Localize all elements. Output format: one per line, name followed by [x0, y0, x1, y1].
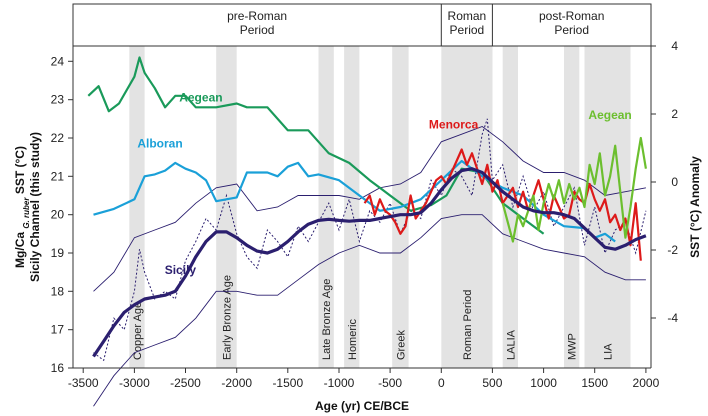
y-left-axis-title: Mg/Ca G. ruber SST (°C) Sicily Channel (… [13, 132, 42, 282]
interval-label-lalia: LALIA [505, 329, 517, 360]
shaded-interval-lalia [502, 46, 518, 368]
interval-label-lia: LIA [603, 343, 615, 360]
period-header-box [72, 3, 652, 47]
shaded-interval-roman-period [441, 46, 493, 368]
series-line-aegean-3 [501, 136, 647, 243]
x-tick-label-1: -3000 [119, 376, 150, 390]
y-right-axis-ticks: -4 -2 0 2 4 [651, 39, 678, 325]
y-right-tick-label-4: 4 [671, 39, 678, 53]
interval-label-roman-period: Roman Period [462, 290, 474, 360]
y-right-tick-label-1: -2 [667, 243, 678, 257]
x-tick-label-2: -2500 [170, 376, 201, 390]
y-left-tick-label-6: 22 [51, 131, 65, 145]
period-label-2-line-1: Period [554, 23, 589, 37]
sicily-envelope [93, 125, 646, 407]
series-label-aegean-3: Aegean [588, 108, 631, 122]
series-label-aegean-0: Aegean [179, 91, 222, 105]
y-left-tick-label-2: 18 [51, 284, 65, 298]
envelope-lower-line [93, 214, 646, 407]
interval-label-greek: Greek [395, 330, 407, 360]
x-tick-label-8: 500 [482, 376, 502, 390]
y-right-tick-label-3: 2 [671, 107, 678, 121]
x-tick-label-11: 2000 [633, 376, 660, 390]
y-left-title-subscript: G. ruber [22, 197, 31, 229]
series-lines [87, 56, 647, 358]
interval-label-late-bronze-age: Late Bronze Age [321, 279, 333, 360]
series-label-alboran-1: Alboran [137, 137, 182, 151]
x-tick-label-5: -1000 [324, 376, 355, 390]
y-right-axis-title: SST (°C) Anomaly [688, 156, 702, 258]
y-left-title-line2: Sicily Channel (this study) [28, 132, 42, 282]
shaded-interval-early-bronze-age [216, 46, 237, 368]
y-left-tick-label-8: 24 [51, 54, 65, 68]
x-tick-label-3: -2000 [221, 376, 252, 390]
period-label-0-line-1: Period [240, 23, 275, 37]
y-left-title-suffix: SST (°C) [13, 146, 27, 194]
series-line-sicily-4 [92, 167, 647, 358]
y-left-tick-label-1: 17 [51, 323, 65, 337]
y-left-tick-label-7: 23 [51, 93, 65, 107]
interval-label-early-bronze-age: Early Bronze Age [222, 275, 234, 360]
x-axis-title: Age (yr) CE/BCE [315, 399, 409, 413]
period-label-1-line-0: Roman [448, 9, 487, 23]
interval-labels: Copper Age Early Bronze Age Late Bronze Ag… [132, 275, 615, 360]
x-tick-label-9: 1000 [530, 376, 557, 390]
y-left-tick-label-3: 19 [51, 246, 65, 260]
period-label-1-line-1: Period [450, 23, 485, 37]
period-label-0-line-0: pre-Roman [227, 9, 287, 23]
y-left-tick-label-0: 16 [51, 361, 65, 375]
series-line-aegean-0 [87, 56, 545, 235]
x-tick-label-4: -1500 [272, 376, 303, 390]
y-left-tick-label-4: 20 [51, 208, 65, 222]
period-header: pre-RomanPeriodRomanPeriodpost-RomanPeri… [72, 3, 652, 47]
shaded-interval-homeric [344, 46, 360, 368]
interval-label-mwp: MWP [567, 333, 579, 360]
x-tick-label-10: 1500 [581, 376, 608, 390]
shaded-intervals [129, 46, 631, 368]
series-label-menorca-2: Menorca [429, 117, 479, 131]
x-tick-label-0: -3500 [68, 376, 99, 390]
interval-label-copper-age: Copper Age [132, 302, 144, 360]
series-label-sicily-4: Sicily [165, 263, 197, 277]
y-right-tick-label-2: 0 [671, 175, 678, 189]
x-axis-ticks: -3500 -3000 -2500 -2000 -1500 -1000 -500 0 500 10… [68, 368, 660, 390]
x-tick-label-7: 0 [438, 376, 445, 390]
sicily-raw-record [93, 118, 647, 362]
x-tick-label-6: -500 [378, 376, 402, 390]
y-left-axis-ticks: 16 17 18 19 20 21 22 23 24 [51, 54, 73, 375]
y-left-tick-label-5: 21 [51, 169, 65, 183]
interval-label-homeric: Homeric [347, 319, 359, 360]
envelope-upper-line [93, 125, 646, 292]
sicily-dotted-line [93, 118, 647, 362]
period-label-2-line-0: post-Roman [539, 9, 604, 23]
shaded-interval-copper-age [129, 46, 145, 368]
series-labels: Aegean Alboran Menorca Aegean Sicily [137, 91, 631, 278]
y-right-tick-label-0: -4 [667, 311, 678, 325]
shaded-interval-late-bronze-age [318, 46, 334, 368]
svg-text:Mg/Ca G. ruber SST (°C): Mg/Ca G. ruber SST (°C) [13, 146, 31, 268]
series-line-alboran-1 [93, 159, 616, 243]
y-left-title-prefix: Mg/Ca [13, 232, 27, 268]
